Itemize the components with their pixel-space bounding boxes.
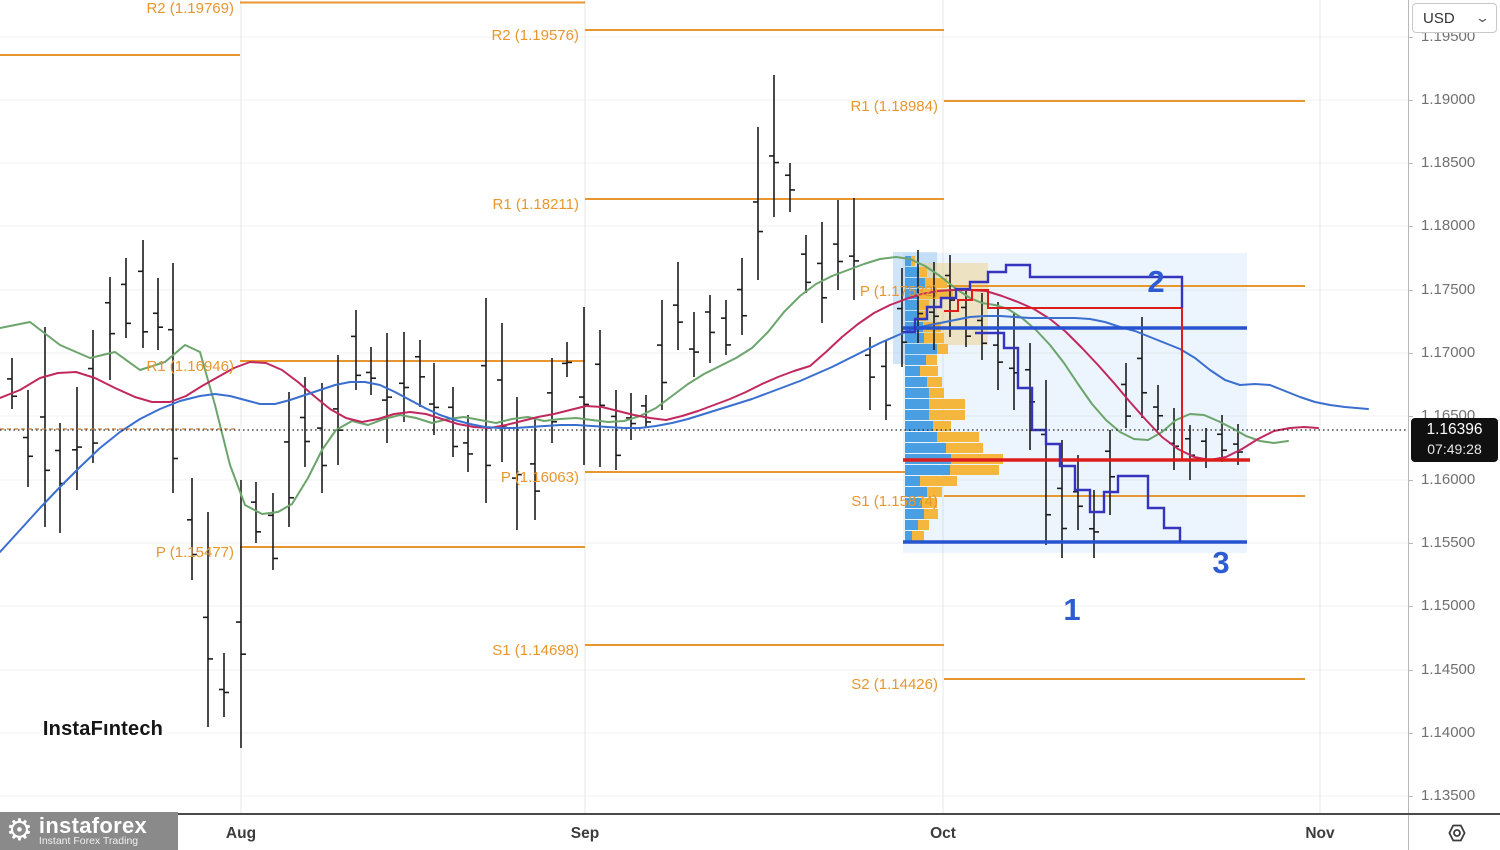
instaforex-logo: ⚙ instaforex Instant Forex Trading [0, 812, 178, 850]
time-axis-month-label: Aug [225, 825, 257, 842]
price-axis-tick [1409, 480, 1413, 481]
price-axis[interactable]: 1.19500 1.19000 1.18500 1.18000 1.17500 1.170… [1409, 0, 1500, 817]
current-price-value: 1.16396 [1426, 421, 1483, 438]
pivot-label: R1 (1.18211) [492, 196, 579, 213]
time-axis-month-label: Oct [930, 825, 956, 842]
pivot-label: R2 (1.19576) [491, 27, 579, 44]
strategy-overlays [903, 263, 1250, 544]
price-axis-tick [1409, 100, 1413, 101]
gear-glyph [1448, 824, 1466, 842]
pivot-label: P (1.15477) [155, 544, 234, 561]
price-axis-label: 1.15500 [1421, 534, 1476, 551]
pivot-label: P (1.17532) [859, 283, 938, 300]
price-axis-border [1408, 0, 1409, 817]
time-axis-month-label: Nov [1305, 825, 1335, 842]
current-price-line [0, 428, 1408, 431]
currency-dropdown[interactable]: USD ⌄ [1412, 3, 1497, 33]
instafintech-watermark: InstaFıntech [40, 702, 166, 756]
pivot-label: S1 (1.15874) [851, 493, 938, 510]
price-axis-label: 1.17500 [1421, 281, 1476, 298]
pivot-label: R1 (1.18984) [850, 98, 938, 115]
price-axis-tick [1409, 733, 1413, 734]
price-axis-tick [1409, 543, 1413, 544]
watermark-text: InstaFıntech [42, 717, 164, 740]
pivot-label: S1 (1.14698) [492, 642, 579, 659]
settings-gear-icon[interactable] [1444, 820, 1470, 846]
price-axis-label: 1.14500 [1421, 661, 1476, 678]
time-axis-separator [1408, 815, 1409, 850]
price-axis-tick [1409, 290, 1413, 291]
time-axis[interactable]: Aug Sep Oct Nov [0, 815, 1500, 850]
pivot-label: R2 (1.19769) [146, 0, 234, 17]
time-axis-month-label: Sep [570, 825, 600, 842]
price-axis-tick [1409, 226, 1413, 227]
chart-bottom-frame [0, 813, 1500, 815]
current-price-badge: 1.16396 07:49:28 [1411, 418, 1498, 462]
chevron-down-icon: ⌄ [1474, 10, 1491, 25]
price-axis-label: 1.18500 [1421, 154, 1476, 171]
pivot-lines [0, 1, 1305, 680]
pivot-label: S2 (1.14426) [851, 676, 938, 693]
fast-green-ma [0, 256, 1289, 515]
currency-value: USD [1423, 9, 1455, 27]
price-axis-label: 1.18000 [1421, 217, 1476, 234]
price-axis-tick [1409, 163, 1413, 164]
instaforex-gear-icon: ⚙ [6, 814, 33, 847]
price-axis-tick [1409, 416, 1413, 417]
price-axis-label: 1.17000 [1421, 344, 1476, 361]
chart-canvas[interactable] [0, 0, 1408, 817]
candle-countdown: 07:49:28 [1427, 441, 1482, 457]
price-axis-tick [1409, 606, 1413, 607]
wave-number-annotation: 1 [1063, 592, 1081, 627]
price-axis-label: 1.16000 [1421, 471, 1476, 488]
price-axis-tick [1409, 670, 1413, 671]
pivot-label: P (1.16063) [500, 469, 579, 486]
price-axis-tick [1409, 37, 1413, 38]
price-axis-label: 1.15000 [1421, 597, 1476, 614]
slow-blue-ma [0, 315, 1369, 553]
price-axis-tick [1409, 353, 1413, 354]
brand-tagline: Instant Forex Trading [38, 834, 139, 847]
brand-name: instaforex [38, 812, 148, 838]
mid-crimson-ma [0, 289, 1319, 461]
wave-number-annotation: 3 [1212, 545, 1230, 580]
chart-svg [0, 0, 1408, 817]
pivot-label: R1 (1.16946) [146, 358, 234, 375]
price-axis-label: 1.19000 [1421, 91, 1476, 108]
price-axis-label: 1.13500 [1421, 787, 1476, 804]
wave-number-annotation: 2 [1147, 264, 1165, 299]
price-axis-tick [1409, 796, 1413, 797]
price-axis-label: 1.14000 [1421, 724, 1476, 741]
